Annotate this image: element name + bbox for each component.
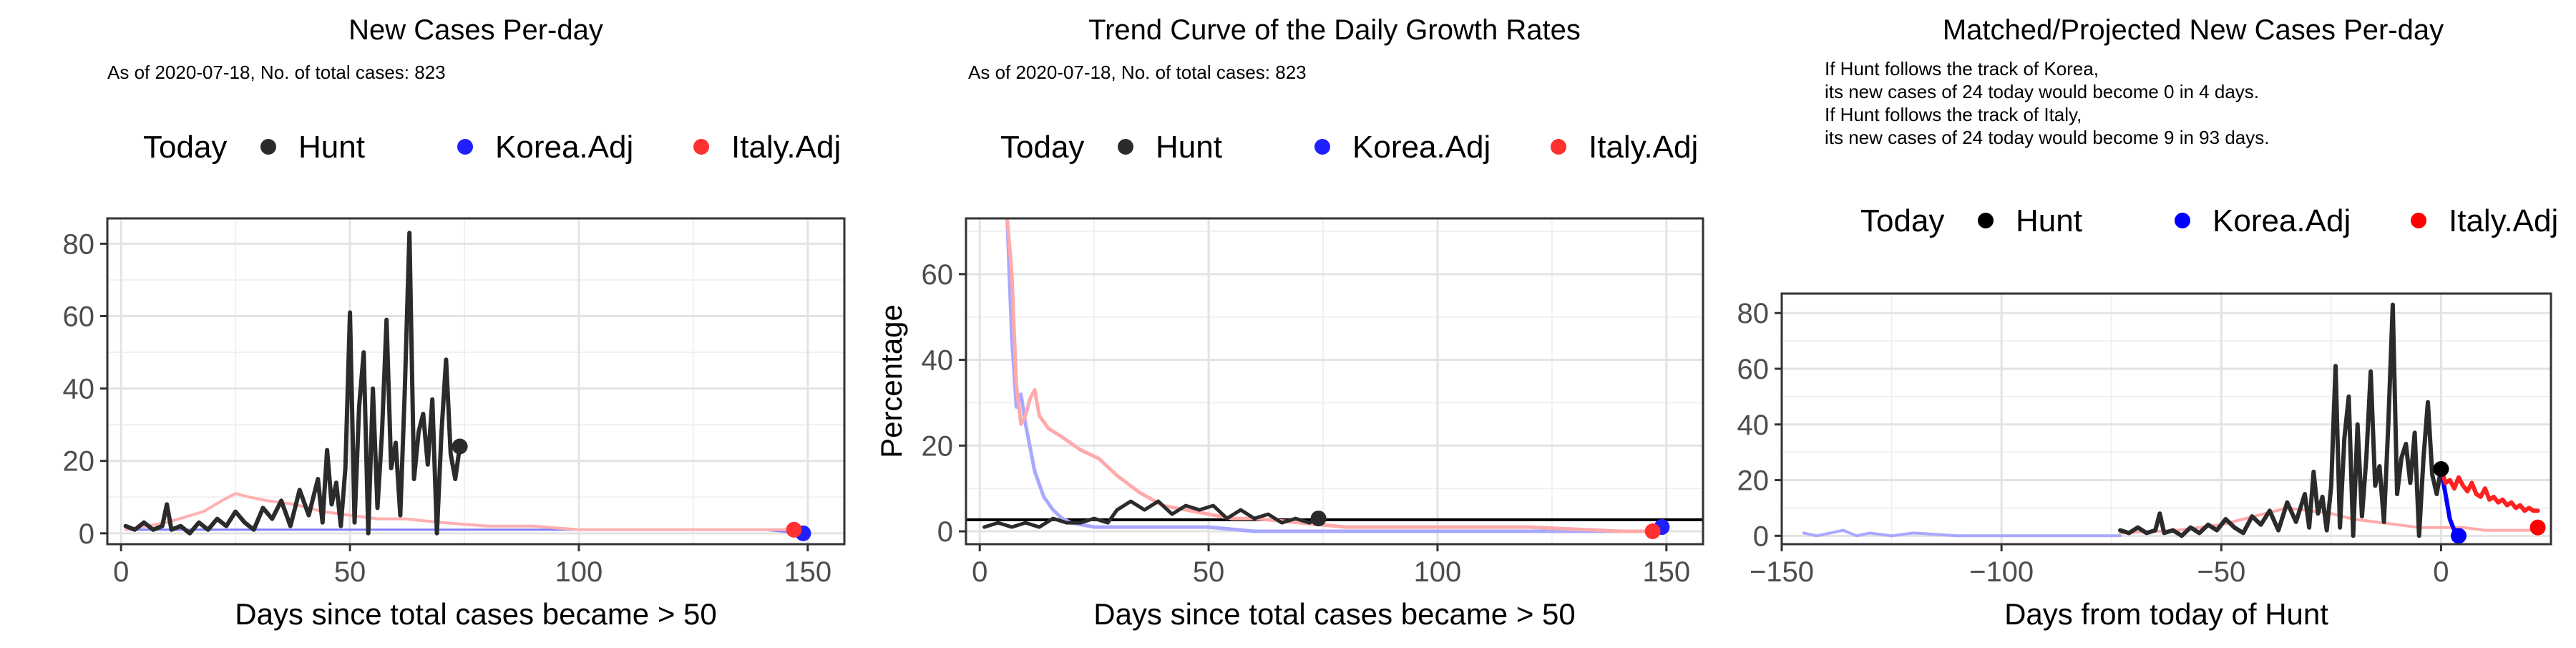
plot-border (1780, 292, 2552, 546)
legend-marker (1118, 139, 1133, 155)
chart-title: Matched/Projected New Cases Per-day (1943, 14, 2444, 46)
y-tick-label: 40 (922, 345, 954, 377)
series-line-italy-adj (124, 492, 800, 531)
x-tick-label: 150 (784, 556, 831, 588)
y-tick-label: 20 (1737, 465, 1770, 497)
series-group (1802, 302, 2540, 538)
today-point-italy-adj (786, 521, 802, 538)
today-point-hunt (1310, 511, 1327, 527)
legend-label: Korea.Adj (2212, 203, 2351, 238)
chart-panel-3: Matched/Projected New Cases Per-day If Hu… (1737, 14, 2559, 631)
today-point-italy-adj (1644, 523, 1661, 540)
annotation-line: its new cases of 24 today would become 0… (1825, 81, 2259, 102)
plot-border (965, 217, 1704, 546)
plot-background (107, 218, 844, 544)
legend-marker (1314, 139, 1330, 155)
today-point-hunt (2433, 461, 2449, 477)
y-axis-title: Percentage (874, 304, 908, 458)
legend-label: Italy.Adj (2449, 203, 2558, 238)
chart-subtitle: As of 2020-07-18, No. of total cases: 82… (107, 62, 446, 83)
chart-panel-1: New Cases Per-day As of 2020-07-18, No. o… (63, 14, 846, 631)
series-line-korea-adj (1802, 528, 2122, 538)
y-tick-label: 60 (63, 301, 95, 333)
annotation-line: If Hunt follows the track of Italy, (1825, 104, 2082, 125)
y-tick-label: 0 (79, 518, 94, 550)
legend-marker (693, 139, 709, 155)
x-tick-label: −50 (2197, 556, 2245, 588)
plot-background (1782, 294, 2551, 544)
chart-panel-2: Trend Curve of the Daily Growth Rates As … (874, 14, 1704, 631)
legend-title: Today (1860, 203, 1944, 238)
chart-subtitle: As of 2020-07-18, No. of total cases: 82… (968, 62, 1307, 83)
grid (966, 218, 1703, 544)
legend-marker (1551, 139, 1566, 155)
legend: Today Hunt Korea.Adj Italy.Adj (1000, 130, 1698, 165)
annotation-line: If Hunt follows the track of Korea, (1825, 58, 2099, 79)
y-tick-label: 40 (1737, 410, 1770, 441)
legend-label: Italy.Adj (731, 130, 841, 165)
y-tick-label: 60 (1737, 354, 1770, 385)
y-tick-label: 0 (1753, 521, 1769, 552)
x-tick-label: −150 (1750, 556, 1814, 588)
x-tick-label: 150 (1642, 556, 1690, 588)
series-line-italy-adj (2119, 506, 2540, 535)
legend-label: Korea.Adj (495, 130, 633, 165)
chart-title: New Cases Per-day (348, 14, 603, 46)
legend-label: Hunt (298, 130, 365, 165)
legend-title: Today (1000, 130, 1084, 165)
y-tick-label: 20 (63, 446, 95, 478)
x-axis-title: Days since total cases became > 50 (1093, 597, 1576, 631)
x-tick-label: 50 (334, 556, 366, 588)
series-line-hunt (982, 499, 1321, 529)
legend-marker (457, 139, 473, 155)
y-tick-label: 60 (922, 259, 954, 291)
x-tick-label: 0 (2433, 556, 2449, 588)
legend-marker (2411, 213, 2426, 228)
x-axis-title: Days since total cases became > 50 (235, 597, 717, 631)
x-tick-label: 100 (555, 556, 603, 588)
legend: Today Hunt Korea.Adj Italy.Adj (1860, 203, 2558, 238)
x-axis-title: Days from today of Hunt (2004, 597, 2328, 631)
today-point-korea-adj (2451, 528, 2467, 544)
series-line-hunt (123, 231, 462, 536)
grid (107, 218, 844, 544)
legend-marker (2175, 213, 2190, 228)
legend: Today Hunt Korea.Adj Italy.Adj (143, 130, 841, 165)
chart-title: Trend Curve of the Daily Growth Rates (1088, 14, 1581, 46)
y-tick-label: 40 (63, 374, 95, 405)
legend-marker (260, 139, 276, 155)
plot-background (966, 218, 1703, 544)
series-line-korea-adj (1005, 218, 1664, 533)
x-tick-label: 0 (972, 556, 987, 588)
legend-label: Hunt (2016, 203, 2082, 238)
legend-label: Korea.Adj (1352, 130, 1491, 165)
x-tick-label: −100 (1969, 556, 2034, 588)
series-line-italy-adj (1005, 218, 1659, 533)
legend-label: Italy.Adj (1589, 130, 1698, 165)
legend-marker (1978, 213, 1994, 228)
x-tick-label: 0 (113, 556, 129, 588)
x-tick-label: 100 (1414, 556, 1462, 588)
plot-border (106, 217, 846, 546)
series-group (123, 231, 804, 536)
series-group (966, 218, 1703, 533)
legend-title: Today (143, 130, 227, 165)
y-tick-label: 80 (1737, 298, 1770, 329)
legend-label: Hunt (1156, 130, 1222, 165)
today-point-italy-adj (2529, 519, 2546, 536)
series-line-hunt (2118, 302, 2444, 538)
annotation-line: its new cases of 24 today would become 9… (1825, 127, 2269, 148)
y-tick-label: 0 (937, 516, 953, 548)
y-tick-label: 80 (63, 228, 95, 260)
x-tick-label: 50 (1193, 556, 1225, 588)
series-line-italy-adj-projection (2439, 467, 2540, 513)
y-tick-label: 20 (922, 430, 954, 462)
today-point-hunt (452, 438, 468, 455)
